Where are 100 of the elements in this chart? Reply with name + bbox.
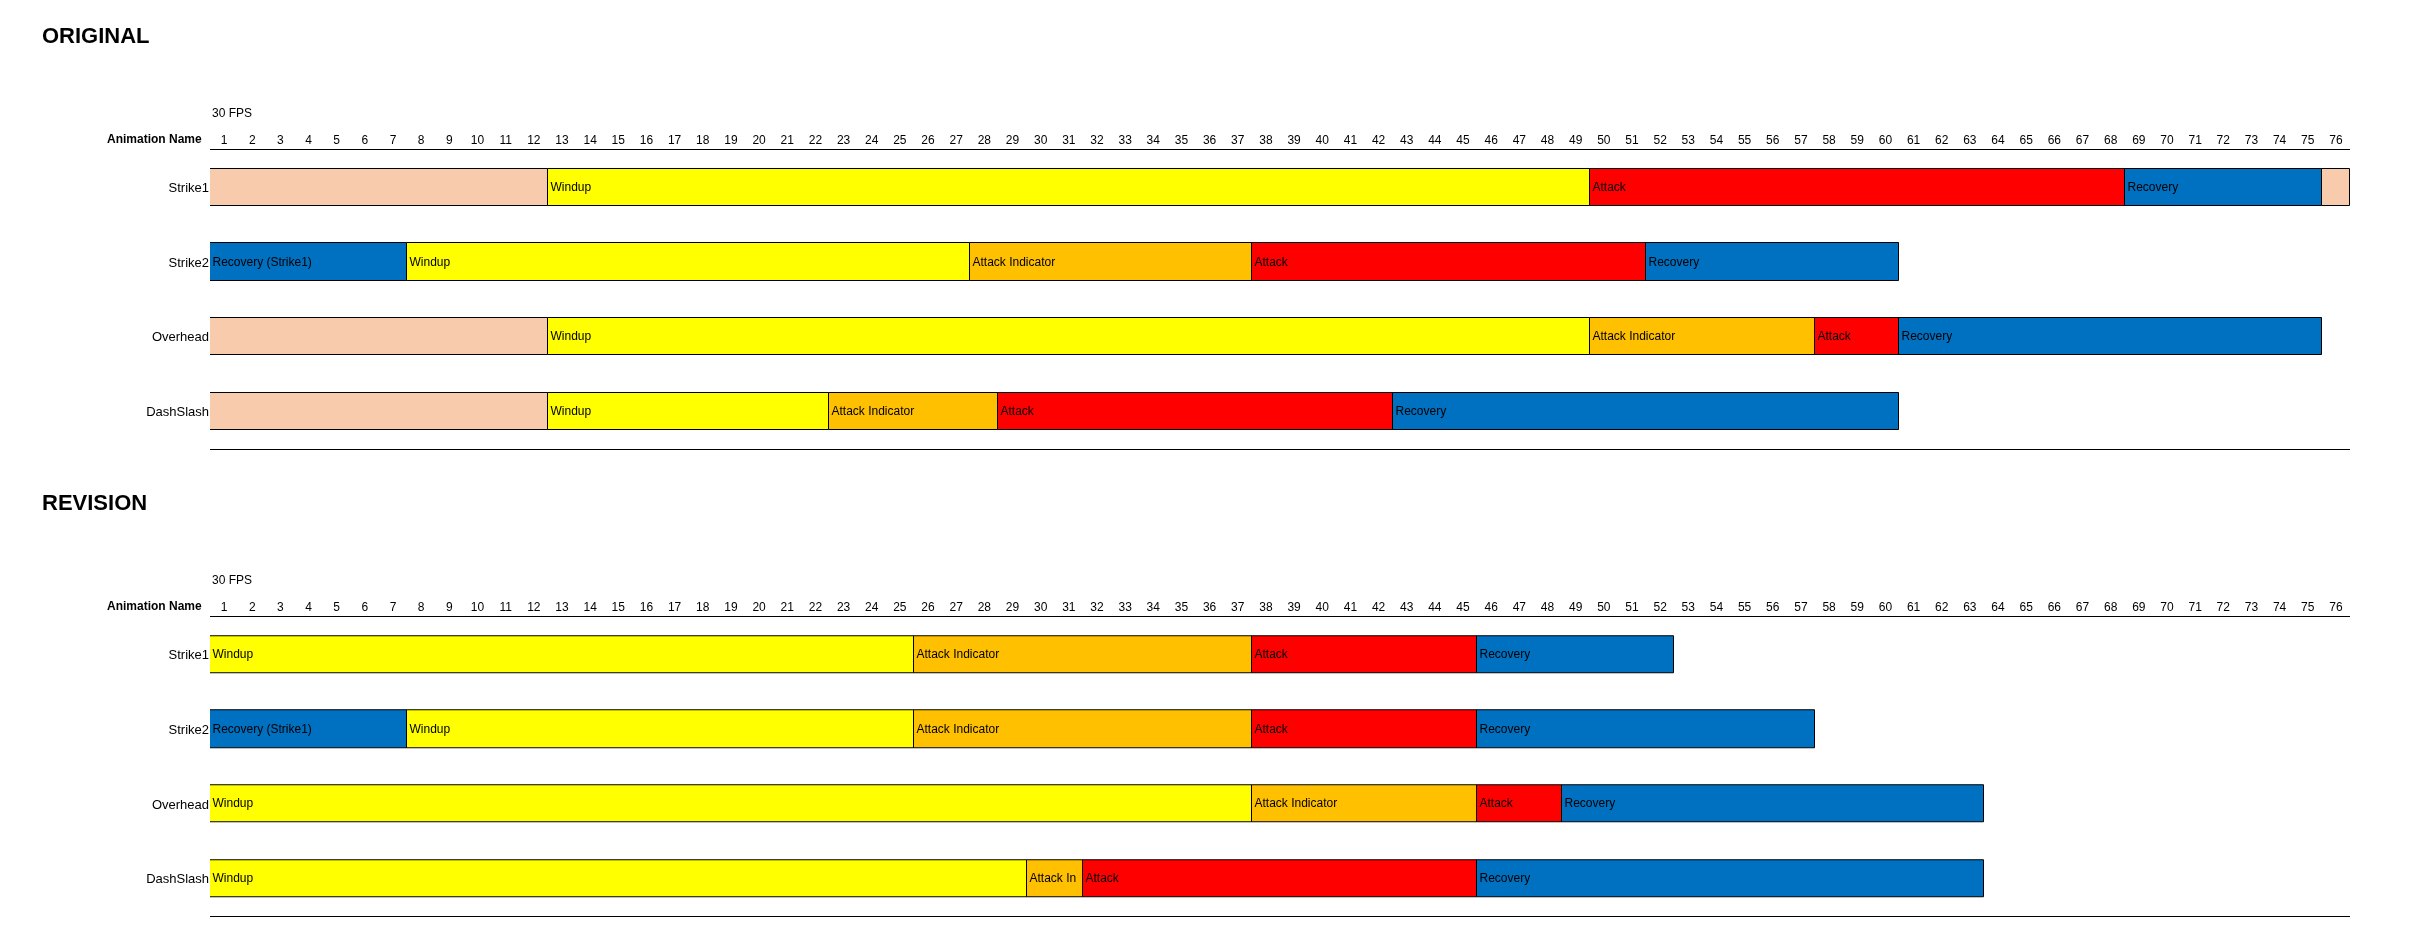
x-tick-label: 30 <box>1033 133 1048 148</box>
x-tick-label: 19 <box>724 600 738 615</box>
data-label: Windup <box>212 796 254 811</box>
x-tick-label: 42 <box>1371 600 1386 615</box>
x-tick-label: 7 <box>389 133 397 148</box>
x-tick-label: 40 <box>1315 600 1330 615</box>
y-tick-label: Strike2 <box>168 721 209 737</box>
x-tick-label: 17 <box>667 600 682 615</box>
x-tick-label: 5 <box>333 133 341 148</box>
x-tick-label: 20 <box>752 600 767 615</box>
data-label: Attack Indicator <box>1592 329 1676 343</box>
x-tick-label: 28 <box>977 600 992 615</box>
x-tick-label: 69 <box>2132 133 2146 148</box>
y-tick-label: Overhead <box>151 796 209 812</box>
x-tick-label: 50 <box>1597 133 1611 148</box>
data-label: Windup <box>409 721 451 736</box>
data-label: Recovery (Strike1) <box>212 721 312 736</box>
x-tick-label: 37 <box>1231 133 1245 148</box>
x-tick-label: 60 <box>1878 600 1893 615</box>
x-tick-label: 75 <box>2301 600 2315 615</box>
x-tick-label: 57 <box>1794 600 1808 615</box>
x-tick-label: 58 <box>1822 133 1837 148</box>
data-label: Windup <box>212 871 254 886</box>
y-axis-title: Animation Name <box>107 599 203 613</box>
x-tick-label: 26 <box>921 600 936 615</box>
x-tick-label: 71 <box>2188 133 2203 148</box>
x-tick-label: 76 <box>2329 600 2343 615</box>
chart-title: ORIGINAL <box>42 23 150 48</box>
x-tick-label: 59 <box>1850 600 1865 615</box>
x-tick-label: 56 <box>1766 600 1780 615</box>
chart-subtitle: 30 FPS <box>212 106 253 120</box>
x-tick-label: 9 <box>446 600 453 615</box>
x-tick-label: 44 <box>1428 600 1442 615</box>
x-tick-label: 67 <box>2075 133 2090 148</box>
x-tick-label: 68 <box>2103 133 2118 148</box>
x-tick-label: 34 <box>1146 600 1161 615</box>
x-tick-label: 28 <box>977 133 992 148</box>
x-tick-label: 23 <box>836 600 851 615</box>
y-tick-label: Strike1 <box>168 647 209 663</box>
x-tick-label: 33 <box>1118 600 1133 615</box>
x-tick-label: 49 <box>1568 133 1583 148</box>
x-tick-label: 10 <box>470 133 485 148</box>
x-tick-label: 16 <box>639 600 654 615</box>
data-label: Attack Indicator <box>1254 796 1338 811</box>
x-tick-label: 58 <box>1822 600 1837 615</box>
data-label: Attack <box>1592 180 1627 194</box>
data-label: Attack <box>1085 871 1120 886</box>
x-tick-label: 31 <box>1062 600 1076 615</box>
data-label: Recovery <box>1564 796 1616 811</box>
x-tick-label: 61 <box>1906 133 1921 148</box>
x-tick-label: 56 <box>1766 133 1780 148</box>
x-tick-label: 22 <box>808 600 823 615</box>
x-tick-label: 33 <box>1118 133 1133 148</box>
x-tick-label: 55 <box>1737 133 1752 148</box>
x-tick-label: 67 <box>2075 600 2090 615</box>
x-tick-label: 53 <box>1681 600 1696 615</box>
data-label: Attack Indicator <box>916 721 1000 736</box>
x-tick-label: 2 <box>248 133 256 148</box>
y-tick-label: Strike1 <box>168 179 209 195</box>
x-tick-label: 72 <box>2216 133 2231 148</box>
data-label: Windup <box>409 254 451 269</box>
x-tick-label: 24 <box>865 600 879 615</box>
x-tick-label: 5 <box>333 600 341 615</box>
x-tick-label: 54 <box>1709 133 1724 148</box>
x-tick-label: 20 <box>752 133 767 148</box>
x-tick-label: 50 <box>1597 600 1611 615</box>
x-tick-label: 26 <box>921 133 936 148</box>
data-label: Recovery (Strike1) <box>212 254 312 269</box>
x-tick-label: 1 <box>220 600 228 615</box>
data-label: Recovery <box>1479 871 1531 886</box>
x-tick-label: 31 <box>1062 133 1076 148</box>
x-tick-label: 36 <box>1202 133 1217 148</box>
x-tick-label: 59 <box>1850 133 1865 148</box>
x-tick-label: 11 <box>499 600 513 615</box>
y-axis-title: Animation Name <box>107 132 203 146</box>
x-tick-label: 2 <box>248 600 256 615</box>
y-tick-label: Overhead <box>151 329 209 345</box>
x-tick-label: 64 <box>1991 600 2006 615</box>
x-tick-label: 53 <box>1681 133 1696 148</box>
x-tick-label: 14 <box>583 600 598 615</box>
x-tick-label: 14 <box>583 133 598 148</box>
x-tick-label: 63 <box>1963 600 1977 615</box>
x-tick-label: 21 <box>780 600 795 615</box>
x-tick-label: 21 <box>780 133 795 148</box>
x-tick-label: 60 <box>1878 133 1893 148</box>
x-tick-label: 43 <box>1400 600 1414 615</box>
x-tick-label: 75 <box>2301 133 2315 148</box>
x-tick-label: 51 <box>1625 600 1639 615</box>
x-tick-label: 74 <box>2272 600 2287 615</box>
x-tick-label: 3 <box>277 133 285 148</box>
chart-title: REVISION <box>42 490 148 515</box>
x-tick-label: 70 <box>2160 600 2174 615</box>
data-label: Attack <box>1817 329 1852 343</box>
x-tick-label: 35 <box>1174 600 1189 615</box>
x-tick-label: 6 <box>361 600 369 615</box>
x-tick-label: 10 <box>470 600 485 615</box>
x-tick-label: 8 <box>417 133 425 148</box>
x-tick-label: 55 <box>1737 600 1752 615</box>
data-label: Windup <box>550 329 592 343</box>
x-tick-label: 41 <box>1343 600 1358 615</box>
